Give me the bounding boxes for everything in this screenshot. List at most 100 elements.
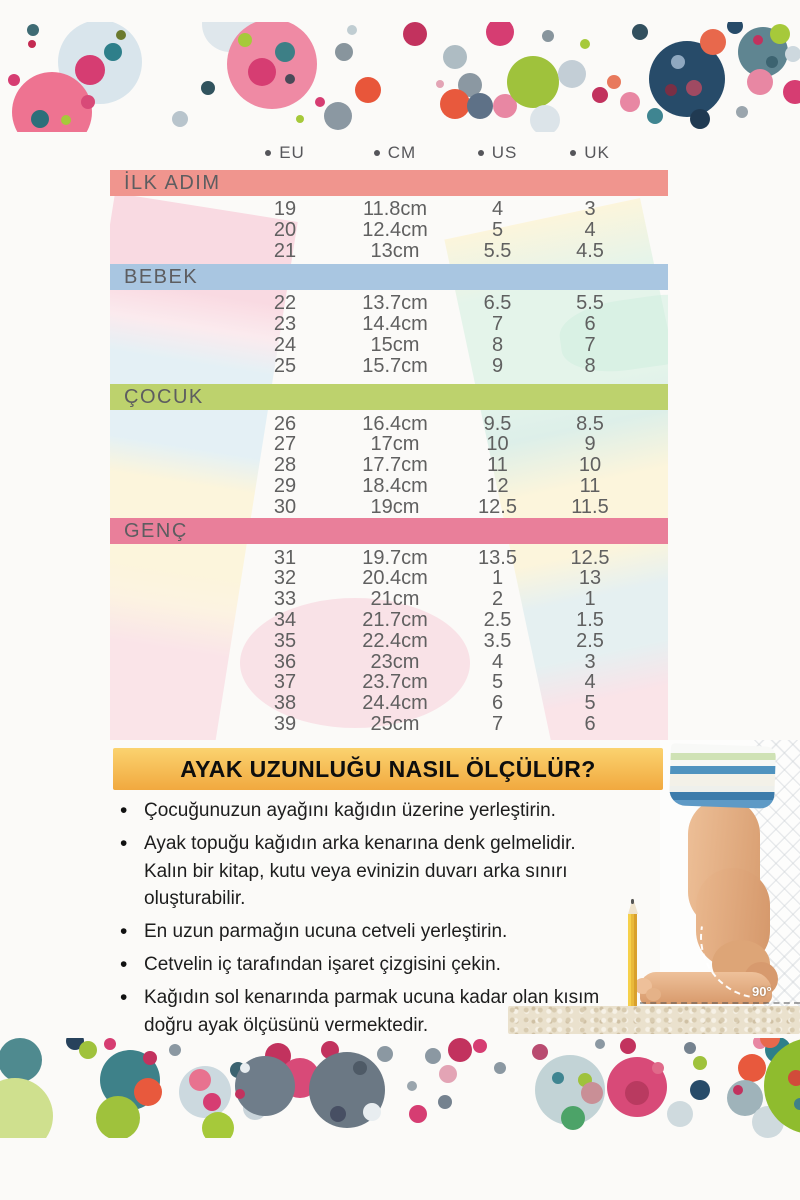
polka-dot [353,1061,367,1075]
pastel-v-watermark [110,138,668,740]
cm-value: 23.7cm [362,671,428,694]
polka-dot [581,1082,603,1104]
row-spacer [635,497,668,518]
uk-value: 3 [584,198,596,220]
row-spacer [110,589,230,610]
row-spacer [110,455,230,476]
us-value: 2 [491,588,504,611]
cm-value: 13cm [370,239,420,262]
row-spacer [635,652,668,673]
polka-dot [12,72,92,132]
row-spacer [635,356,668,377]
polka-dot [620,92,640,112]
row-spacer [110,568,230,589]
polka-dot [79,1041,97,1059]
polka-dot [753,1038,767,1049]
polka-dot [785,46,800,62]
size-row: 20 12.4cm 5 4 [110,218,668,241]
eu-value: 30 [273,495,297,518]
polka-dot [104,1038,116,1050]
row-spacer [635,314,668,335]
uk-value: 12.5 [570,546,610,569]
cm-value: 23cm [370,650,420,673]
cm-value: 22.4cm [362,629,428,652]
us-value: 10 [486,433,509,456]
polka-dot [285,74,295,84]
section-rows: 22 13.7cm 6.5 5.5 23 14.4cm 7 6 24 15cm 8 7 25 15.7cm… [110,293,668,376]
guide-title: AYAK UZUNLUĞU NASIL ÖLÇÜLÜR? [180,755,596,782]
polka-dot [770,24,790,44]
striped-shorts-cuff [668,743,777,809]
cm-value: 19.7cm [362,546,428,569]
row-spacer [110,548,230,569]
us-value: 5.5 [483,239,512,262]
size-row: 31 19.7cm 13.5 12.5 [110,546,668,569]
uk-value: 10 [578,454,602,477]
polka-dot [407,1081,417,1091]
eu-value: 25 [273,354,297,377]
cm-value: 19cm [370,495,420,518]
polka-dot [652,1062,664,1074]
cm-value: 13.7cm [362,292,428,315]
polka-dot [355,77,381,103]
row-spacer [110,434,230,455]
uk-value: 4 [584,671,596,694]
polka-dot [324,102,352,130]
row-spacer [635,589,668,610]
cm-value: 24.4cm [362,692,428,715]
size-row: 37 23.7cm 5 4 [110,672,668,693]
size-row: 26 16.4cm 9.5 8.5 [110,412,668,435]
us-value: 5 [491,218,504,241]
size-row: 32 20.4cm 1 13 [110,568,668,589]
row-spacer [635,199,668,220]
polka-dot [733,1085,743,1095]
polka-dot [169,1044,181,1056]
polka-dot [494,1062,506,1074]
bullet-dot-icon [373,150,380,156]
uk-value: 9 [584,433,596,456]
us-value: 12 [486,474,509,497]
bullet-dot-icon [265,150,272,156]
uk-value: 4 [584,218,596,241]
watermark-pink-blob [240,598,470,728]
angle-label: 90° [752,984,772,999]
pencil-shaft [628,914,637,1008]
section-header: GENÇ [110,517,668,544]
eu-value: 20 [273,218,297,241]
row-spacer [110,314,230,335]
row-spacer [635,476,668,497]
row-spacer [635,414,668,435]
cm-value: 11.8cm [362,198,428,220]
eu-value: 33 [273,588,297,611]
polka-dot [31,110,49,128]
polka-dot [592,87,608,103]
row-spacer [110,220,230,241]
us-value: 4 [491,650,504,673]
column-header-cm: CM [340,143,450,163]
polka-dot [134,1078,162,1106]
eu-value: 31 [273,546,297,569]
cm-value: 14.4cm [362,313,428,336]
column-header-uk: UK [545,143,635,163]
row-spacer [110,356,230,377]
polka-dot [8,74,20,86]
row-spacer [635,241,668,262]
uk-value: 8.5 [576,412,604,435]
polka-dot [377,1046,393,1062]
polka-dot [27,24,39,36]
polka-dot [104,43,122,61]
polka-dot [28,40,36,48]
us-value: 4 [491,198,504,220]
us-value: 12.5 [478,495,517,518]
top-dots-border [0,22,800,132]
size-row: 25 15.7cm 9 8 [110,354,668,377]
row-spacer [110,714,230,735]
us-value: 1 [491,567,504,590]
polka-dot [248,58,276,86]
eu-value: 22 [273,292,297,315]
bullet-dot-icon [477,150,484,156]
eu-value: 21 [273,239,297,262]
size-row: 22 13.7cm 6.5 5.5 [110,293,668,314]
us-value: 7 [491,712,504,735]
